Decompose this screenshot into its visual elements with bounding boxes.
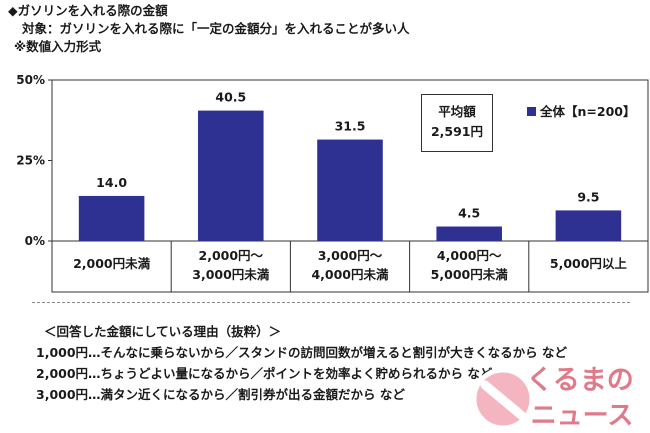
data-label: 4.5 [458, 206, 480, 221]
chart-note: ※数値入力形式 [14, 39, 102, 54]
y-tick-label: 25% [16, 154, 45, 168]
bar-chart: 50%25%0% 14.040.531.54.59.5 2,000円未満2,00… [16, 73, 649, 293]
bar [198, 110, 264, 241]
reason-item: 3,000円…満タン近くになるから／割引券が出る金額だから など [36, 387, 405, 402]
y-tick-label: 0% [25, 234, 45, 248]
logo-text-line1: くるまの [526, 365, 633, 396]
data-label: 31.5 [335, 119, 366, 134]
y-tick-label: 50% [16, 73, 45, 87]
category-label: 5,000円以上 [550, 256, 628, 271]
data-labels: 14.0 40.5 31.5 4.5 9.5 [96, 90, 599, 221]
chart-title: ◆ガソリンを入れる際の金額 [8, 3, 168, 18]
bar [78, 195, 145, 241]
legend-swatch [527, 107, 536, 116]
bar [555, 210, 622, 241]
category-label: 5,000円未満 [431, 267, 509, 282]
data-label: 14.0 [96, 175, 127, 190]
reasons-heading: ＜回答した金額にしている理由（抜粋）＞ [44, 324, 282, 339]
category-label: 3,000円～ [318, 248, 383, 263]
category-label: 4,000円未満 [311, 267, 389, 282]
logo-text-line2: ニュース [531, 401, 634, 431]
average-label: 平均額 [438, 104, 476, 119]
bar [317, 139, 383, 241]
data-label: 40.5 [215, 90, 246, 105]
average-box: 平均額 2,591円 [421, 94, 493, 152]
reasons-section: ＜回答した金額にしている理由（抜粋）＞ 1,000円…そんなに乗らないから／スタ… [36, 321, 567, 405]
legend: 全体【n=200】 [527, 101, 635, 120]
category-label: 4,000円～ [437, 248, 502, 263]
bars [78, 110, 622, 241]
reason-item: 2,000円…ちょうどよい量になるから／ポイントを効率よく貯められるから など [36, 366, 493, 381]
chart-subtitle: 対象：ガソリンを入れる際に「一定の金額分」を入れることが多い人 [22, 21, 410, 36]
y-axis-ticks: 50% 25% 0% [16, 73, 52, 248]
category-labels: 2,000円未満 2,000円～ 3,000円未満 3,000円～ 4,000円未満 4,… [73, 248, 627, 282]
category-label: 3,000円未満 [192, 267, 270, 282]
bar [436, 226, 502, 241]
legend-label: 全体【n=200】 [540, 104, 636, 119]
reason-item: 1,000円…そんなに乗らないから／スタンドの訪問回数が増えると割引が大きくなる… [36, 345, 568, 360]
divider [32, 302, 630, 303]
average-value: 2,591円 [430, 124, 484, 139]
kuruma-no-news-logo: くるまの ニュース [471, 365, 634, 432]
category-label: 2,000円～ [199, 248, 264, 263]
plot-border [51, 79, 649, 293]
data-label: 9.5 [577, 189, 599, 204]
category-label: 2,000円未満 [73, 256, 151, 271]
